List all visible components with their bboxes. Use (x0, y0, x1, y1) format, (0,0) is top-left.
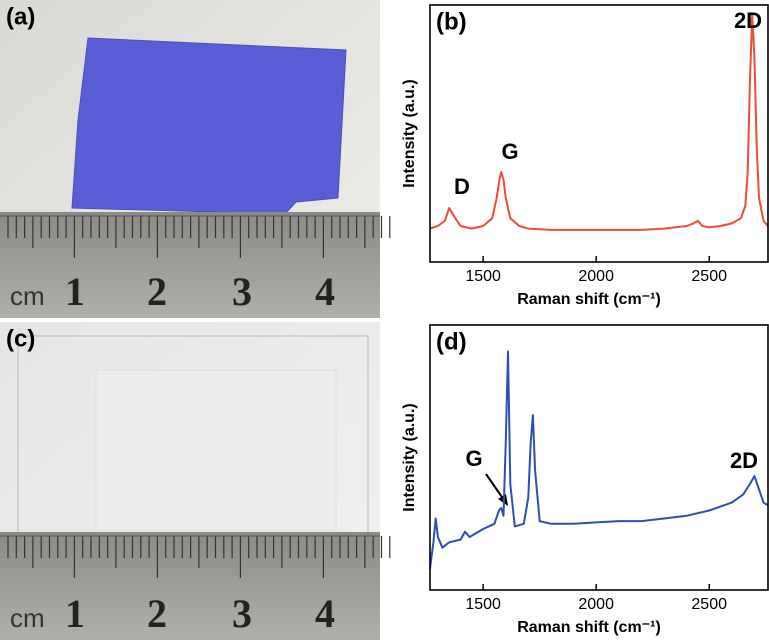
x-tick-label: 2000 (578, 596, 614, 613)
arrow (486, 474, 504, 500)
figure: (a) cm 1 2 3 4 (c) cm 1 2 3 4 1500 2000 25… (0, 0, 769, 640)
ruler-unit: cm (10, 281, 45, 311)
peak-label: G (465, 446, 482, 471)
sample (72, 38, 346, 214)
panel-label: (d) (436, 328, 467, 355)
film (96, 370, 336, 530)
ruler-number: 4 (315, 591, 335, 636)
peak-label: D (454, 174, 470, 199)
x-axis-title: Raman shift (cm⁻¹) (517, 291, 661, 308)
ruler-number: 2 (147, 269, 167, 314)
x-tick-label: 2000 (578, 268, 614, 285)
ruler-number: 3 (232, 591, 252, 636)
spectrum-line (430, 15, 768, 230)
x-axis-title: Raman shift (cm⁻¹) (517, 619, 661, 636)
panel-label: (c) (6, 325, 35, 352)
panel-label: (b) (436, 8, 467, 35)
ruler-number: 3 (232, 269, 252, 314)
x-tick-label: 1500 (465, 596, 501, 613)
y-axis-title: Intensity (a.u.) (401, 79, 418, 187)
ruler-number: 4 (315, 269, 335, 314)
y-axis-title: Intensity (a.u.) (401, 403, 418, 511)
x-tick-label: 2500 (691, 268, 727, 285)
ruler-number: 1 (65, 269, 85, 314)
x-tick-label: 1500 (465, 268, 501, 285)
peak-label: G (501, 139, 518, 164)
panel-label: (a) (6, 3, 35, 30)
peak-label: 2D (730, 448, 758, 473)
x-tick-label: 2500 (691, 596, 727, 613)
ruler-number: 2 (147, 591, 167, 636)
axes-frame (430, 5, 768, 262)
ruler-number: 1 (65, 591, 85, 636)
peak-label: 2D (734, 8, 762, 33)
ruler-unit: cm (10, 603, 45, 633)
